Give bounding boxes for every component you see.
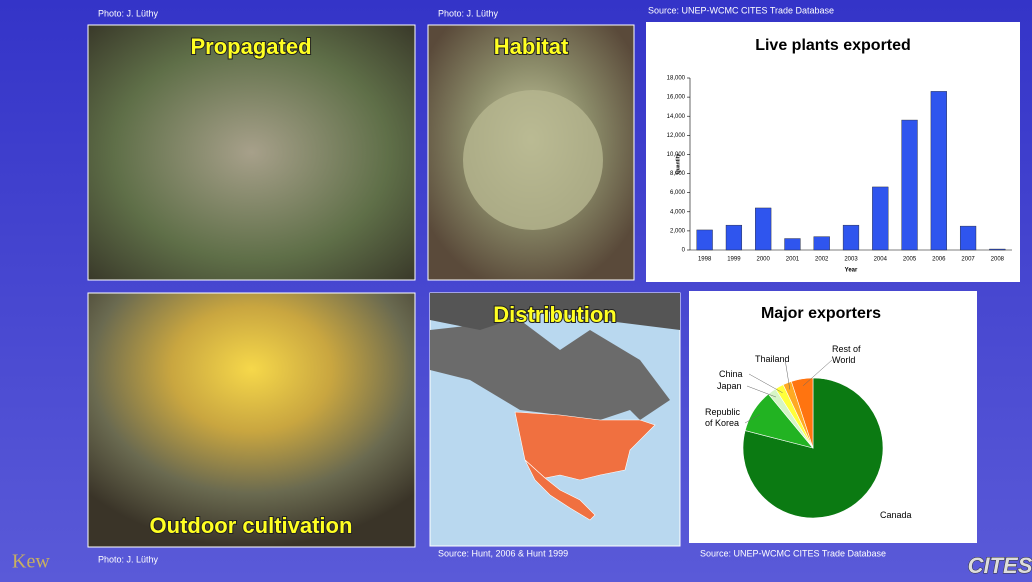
bar xyxy=(843,225,859,250)
x-tick-label: 2008 xyxy=(991,257,1005,263)
chart-title: Live plants exported xyxy=(755,37,911,54)
pie-label: Rest of World xyxy=(832,344,876,366)
photo-label: Distribution xyxy=(493,302,616,327)
caption: Source: UNEP-WCMC CITES Trade Database xyxy=(700,548,886,558)
caption: Source: Hunt, 2006 & Hunt 1999 xyxy=(438,548,568,558)
y-tick-label: 12,000 xyxy=(667,133,686,139)
x-tick-label: 2001 xyxy=(786,257,800,263)
slide-canvas: Photo: J. Lüthy Photo: J. Lüthy Source: … xyxy=(0,0,1032,582)
y-tick-label: 14,000 xyxy=(667,114,686,120)
slide: Photo: J. Lüthy Photo: J. Lüthy Source: … xyxy=(0,0,1032,582)
cactus xyxy=(463,90,603,230)
y-axis-title: Quantity xyxy=(675,154,681,174)
y-tick-label: 6,000 xyxy=(670,190,686,196)
bar xyxy=(755,208,771,250)
photo-label: Outdoor cultivation xyxy=(150,513,353,538)
y-tick-label: 2,000 xyxy=(670,228,686,234)
cites-logo: CITES xyxy=(968,553,1032,578)
bar xyxy=(872,187,888,250)
bar xyxy=(931,91,947,250)
bar xyxy=(697,230,713,250)
y-tick-label: 16,000 xyxy=(667,95,686,101)
pie-label: Japan xyxy=(717,381,742,392)
bar xyxy=(960,226,976,250)
photo-label: Propagated xyxy=(190,34,311,59)
x-tick-label: 2002 xyxy=(815,257,829,263)
pie-label: China xyxy=(719,369,743,380)
x-tick-label: 2004 xyxy=(874,257,888,263)
x-tick-label: 1998 xyxy=(698,257,712,263)
x-tick-label: 2000 xyxy=(757,257,771,263)
caption: Photo: J. Lüthy xyxy=(98,554,159,564)
photo-outdoor xyxy=(88,293,415,547)
photo-label: Habitat xyxy=(494,34,569,59)
kew-logo: Kew xyxy=(12,551,50,573)
bar xyxy=(989,249,1005,250)
photo-propagated xyxy=(88,25,415,280)
caption: Photo: J. Lüthy xyxy=(98,8,159,18)
bar xyxy=(814,237,830,250)
bar xyxy=(726,225,742,250)
x-axis-title: Year xyxy=(845,268,858,274)
y-tick-label: 4,000 xyxy=(670,209,686,215)
x-tick-label: 2007 xyxy=(961,257,975,263)
caption: Photo: J. Lüthy xyxy=(438,8,499,18)
pie-label: Canada xyxy=(880,510,912,521)
bar xyxy=(902,120,918,250)
x-tick-label: 2005 xyxy=(903,257,917,263)
bar xyxy=(785,239,801,250)
y-tick-label: 18,000 xyxy=(667,76,686,82)
x-tick-label: 2003 xyxy=(844,257,858,263)
x-tick-label: 2006 xyxy=(932,257,946,263)
chart-title: Major exporters xyxy=(761,305,881,322)
x-tick-label: 1999 xyxy=(727,257,741,263)
pie-label: Thailand xyxy=(755,354,790,365)
pie-label: Republic of Korea xyxy=(705,407,749,429)
caption: Source: UNEP-WCMC CITES Trade Database xyxy=(648,5,834,15)
